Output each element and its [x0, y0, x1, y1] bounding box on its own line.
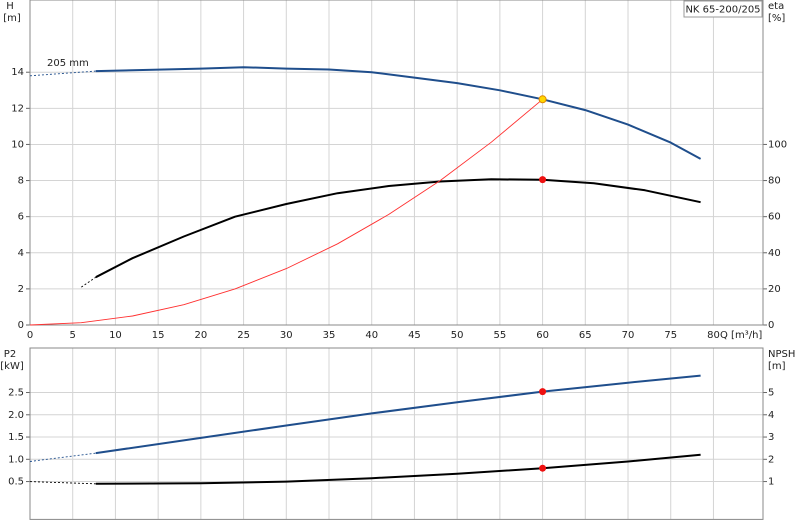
y-axis-label: P2 — [4, 349, 16, 360]
curve — [29, 481, 96, 485]
x-tick-label: 60 — [536, 330, 549, 341]
system-curve — [29, 98, 543, 326]
model-label: NK 65-200/205 — [685, 5, 760, 16]
x-tick-label: 80 — [707, 330, 720, 341]
y2-tick-label: 80 — [768, 176, 781, 187]
x-tick-label: 45 — [408, 330, 421, 341]
model-box — [683, 0, 763, 18]
x-tick-label: 35 — [323, 330, 336, 341]
y-tick-label: 12 — [11, 103, 24, 114]
y-tick-label: 6 — [18, 212, 24, 223]
x-tick-label: 10 — [109, 330, 122, 341]
y2-axis-unit: [%] — [768, 13, 785, 24]
y-tick-label: 4 — [18, 248, 24, 259]
y-tick-label: 2.5 — [8, 388, 24, 399]
y2-tick-label: 20 — [768, 284, 781, 295]
y2-tick-label: 3 — [768, 432, 774, 443]
y2-tick-label: 1 — [768, 477, 774, 488]
x-tick-label: 55 — [494, 330, 507, 341]
x-tick-label: 70 — [622, 330, 635, 341]
y2-axis-unit: [m] — [768, 361, 786, 372]
x-tick-label: 25 — [237, 330, 250, 341]
y-axis-unit: [m] — [3, 13, 21, 24]
y-tick-label: 10 — [11, 139, 24, 150]
y2-tick-label: 100 — [768, 139, 787, 150]
y-tick-label: 0.5 — [8, 477, 24, 488]
plot-frame — [29, 0, 764, 326]
y-tick-label: 1.5 — [8, 432, 24, 443]
y-tick-label: 14 — [11, 67, 24, 78]
y2-tick-label: 40 — [768, 248, 781, 259]
x-tick-label: 75 — [664, 330, 677, 341]
curve — [81, 276, 97, 288]
x-tick-label: 15 — [152, 330, 165, 341]
curve — [95, 453, 701, 485]
x-axis-label: Q [m³/h] — [720, 330, 762, 341]
y2-tick-label: 0 — [768, 320, 774, 331]
duty-point — [539, 176, 547, 184]
y-tick-label: 2.0 — [8, 410, 24, 421]
y2-axis-label: eta — [768, 1, 784, 12]
curve — [95, 374, 701, 455]
y2-tick-label: 2 — [768, 454, 774, 465]
y-tick-label: 0 — [18, 320, 24, 331]
duty-point — [539, 388, 547, 396]
x-tick-label: 50 — [451, 330, 464, 341]
x-tick-label: 40 — [365, 330, 378, 341]
x-tick-label: 20 — [194, 330, 207, 341]
x-tick-label: 65 — [579, 330, 592, 341]
y2-axis-label: NPSH — [768, 349, 795, 360]
curve — [95, 66, 702, 160]
x-tick-label: 5 — [70, 330, 76, 341]
curve — [29, 452, 96, 462]
y2-tick-label: 5 — [768, 388, 774, 399]
duty-point — [539, 464, 547, 472]
y-tick-label: 2 — [18, 284, 24, 295]
curve-annotation: 205 mm — [47, 58, 89, 69]
y2-tick-label: 4 — [768, 410, 774, 421]
y-tick-label: 1.0 — [8, 454, 24, 465]
y2-tick-label: 60 — [768, 212, 781, 223]
y-axis-label: H — [6, 1, 14, 12]
y-axis-unit: [kW] — [0, 361, 24, 372]
x-tick-label: 30 — [280, 330, 293, 341]
duty-point — [538, 95, 547, 104]
curve — [29, 70, 96, 77]
curve — [95, 178, 701, 279]
y-tick-label: 8 — [18, 176, 24, 187]
plot-frame — [29, 347, 764, 520]
x-tick-label: 0 — [27, 330, 33, 341]
